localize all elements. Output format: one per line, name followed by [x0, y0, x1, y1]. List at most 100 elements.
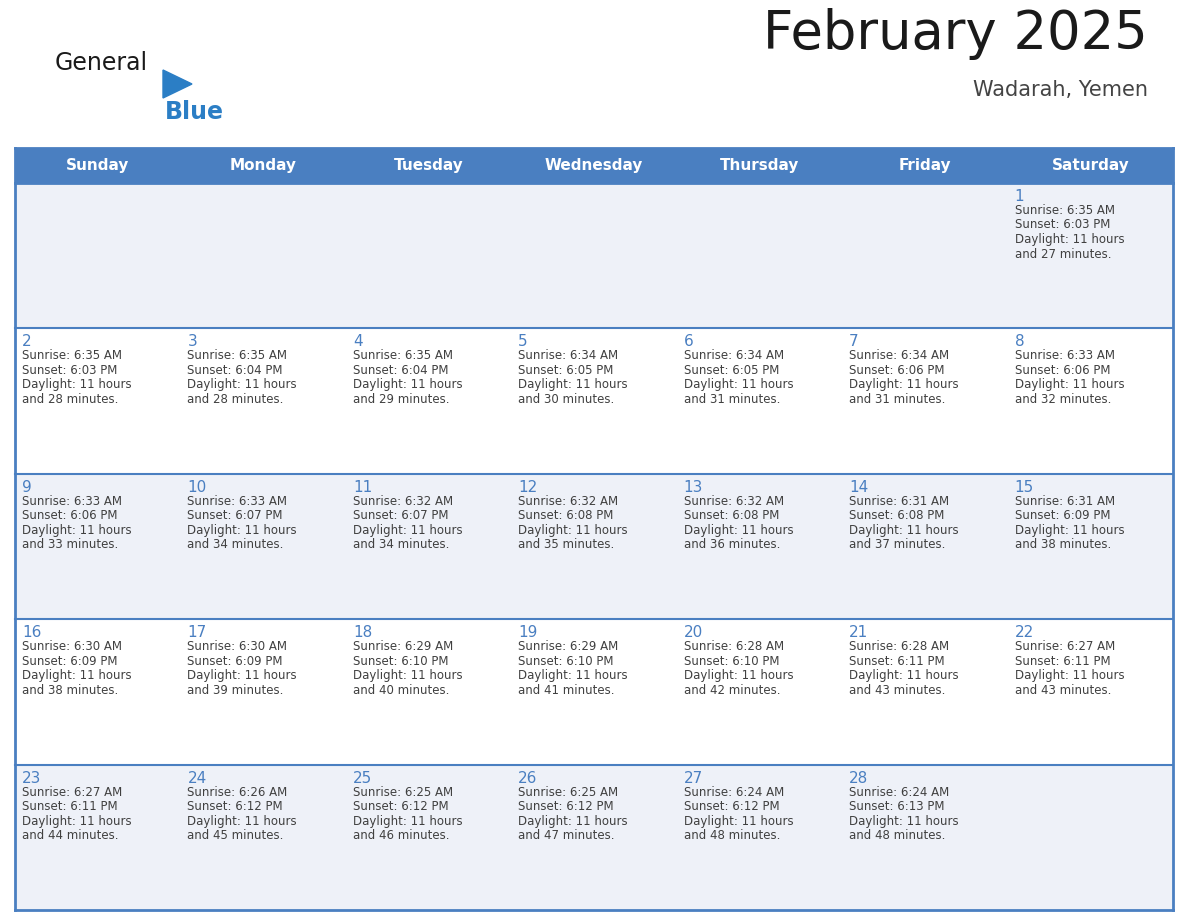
Text: and 34 minutes.: and 34 minutes. — [353, 538, 449, 552]
Text: Daylight: 11 hours: Daylight: 11 hours — [188, 524, 297, 537]
Text: Daylight: 11 hours: Daylight: 11 hours — [518, 524, 628, 537]
Text: Saturday: Saturday — [1051, 158, 1129, 173]
Text: Sunrise: 6:32 AM: Sunrise: 6:32 AM — [518, 495, 619, 508]
Text: 18: 18 — [353, 625, 372, 640]
Text: 6: 6 — [684, 334, 694, 350]
Text: Daylight: 11 hours: Daylight: 11 hours — [353, 378, 462, 391]
Text: Sunset: 6:09 PM: Sunset: 6:09 PM — [188, 655, 283, 667]
Text: Daylight: 11 hours: Daylight: 11 hours — [684, 378, 794, 391]
Bar — [15, 183, 1173, 329]
Text: Daylight: 11 hours: Daylight: 11 hours — [518, 378, 628, 391]
Text: 27: 27 — [684, 770, 703, 786]
Text: 11: 11 — [353, 480, 372, 495]
Text: 23: 23 — [23, 770, 42, 786]
Text: Sunset: 6:07 PM: Sunset: 6:07 PM — [353, 509, 448, 522]
Text: 28: 28 — [849, 770, 868, 786]
Text: 19: 19 — [518, 625, 538, 640]
Text: and 43 minutes.: and 43 minutes. — [1015, 684, 1111, 697]
Text: Monday: Monday — [229, 158, 297, 173]
Text: Daylight: 11 hours: Daylight: 11 hours — [23, 814, 132, 828]
Text: and 46 minutes.: and 46 minutes. — [353, 829, 449, 842]
Bar — [15, 329, 1173, 474]
Text: 25: 25 — [353, 770, 372, 786]
Text: Sunrise: 6:32 AM: Sunrise: 6:32 AM — [353, 495, 453, 508]
Text: Daylight: 11 hours: Daylight: 11 hours — [1015, 669, 1124, 682]
Text: 20: 20 — [684, 625, 703, 640]
Text: Sunset: 6:05 PM: Sunset: 6:05 PM — [518, 364, 614, 377]
Text: 13: 13 — [684, 480, 703, 495]
Text: Sunset: 6:06 PM: Sunset: 6:06 PM — [1015, 364, 1110, 377]
Text: 17: 17 — [188, 625, 207, 640]
Text: Sunset: 6:07 PM: Sunset: 6:07 PM — [188, 509, 283, 522]
Text: and 48 minutes.: and 48 minutes. — [684, 829, 781, 842]
Text: Sunset: 6:03 PM: Sunset: 6:03 PM — [23, 364, 118, 377]
Text: Sunset: 6:12 PM: Sunset: 6:12 PM — [188, 800, 283, 813]
Text: Daylight: 11 hours: Daylight: 11 hours — [353, 669, 462, 682]
Text: Sunrise: 6:35 AM: Sunrise: 6:35 AM — [188, 350, 287, 363]
Text: Sunrise: 6:34 AM: Sunrise: 6:34 AM — [849, 350, 949, 363]
Text: Daylight: 11 hours: Daylight: 11 hours — [23, 524, 132, 537]
Text: Sunrise: 6:32 AM: Sunrise: 6:32 AM — [684, 495, 784, 508]
Text: Sunset: 6:06 PM: Sunset: 6:06 PM — [23, 509, 118, 522]
Text: Sunset: 6:08 PM: Sunset: 6:08 PM — [518, 509, 614, 522]
Text: Sunset: 6:12 PM: Sunset: 6:12 PM — [518, 800, 614, 813]
Text: 4: 4 — [353, 334, 362, 350]
Text: Sunset: 6:09 PM: Sunset: 6:09 PM — [23, 655, 118, 667]
Text: and 36 minutes.: and 36 minutes. — [684, 538, 781, 552]
Text: Daylight: 11 hours: Daylight: 11 hours — [684, 814, 794, 828]
Text: and 31 minutes.: and 31 minutes. — [849, 393, 946, 406]
Text: Sunrise: 6:35 AM: Sunrise: 6:35 AM — [353, 350, 453, 363]
Text: and 44 minutes.: and 44 minutes. — [23, 829, 119, 842]
Text: Sunrise: 6:25 AM: Sunrise: 6:25 AM — [353, 786, 453, 799]
Text: Sunrise: 6:30 AM: Sunrise: 6:30 AM — [188, 640, 287, 654]
Text: Sunset: 6:08 PM: Sunset: 6:08 PM — [849, 509, 944, 522]
Text: and 38 minutes.: and 38 minutes. — [23, 684, 119, 697]
Text: Daylight: 11 hours: Daylight: 11 hours — [684, 669, 794, 682]
Text: Sunrise: 6:33 AM: Sunrise: 6:33 AM — [188, 495, 287, 508]
Text: 3: 3 — [188, 334, 197, 350]
Bar — [15, 474, 1173, 620]
Text: and 42 minutes.: and 42 minutes. — [684, 684, 781, 697]
Text: Sunset: 6:13 PM: Sunset: 6:13 PM — [849, 800, 944, 813]
Text: Sunrise: 6:30 AM: Sunrise: 6:30 AM — [23, 640, 122, 654]
Text: and 28 minutes.: and 28 minutes. — [188, 393, 284, 406]
Text: Sunset: 6:09 PM: Sunset: 6:09 PM — [1015, 509, 1110, 522]
Text: Daylight: 11 hours: Daylight: 11 hours — [684, 524, 794, 537]
Text: Daylight: 11 hours: Daylight: 11 hours — [23, 378, 132, 391]
Text: Daylight: 11 hours: Daylight: 11 hours — [188, 669, 297, 682]
Text: Sunset: 6:12 PM: Sunset: 6:12 PM — [353, 800, 449, 813]
Text: 24: 24 — [188, 770, 207, 786]
Text: and 39 minutes.: and 39 minutes. — [188, 684, 284, 697]
Text: 21: 21 — [849, 625, 868, 640]
Text: 2: 2 — [23, 334, 32, 350]
Text: and 28 minutes.: and 28 minutes. — [23, 393, 119, 406]
Text: Daylight: 11 hours: Daylight: 11 hours — [1015, 233, 1124, 246]
Text: Daylight: 11 hours: Daylight: 11 hours — [1015, 378, 1124, 391]
Text: Daylight: 11 hours: Daylight: 11 hours — [23, 669, 132, 682]
Text: Sunset: 6:10 PM: Sunset: 6:10 PM — [353, 655, 448, 667]
Text: Sunrise: 6:34 AM: Sunrise: 6:34 AM — [518, 350, 619, 363]
Text: Sunset: 6:06 PM: Sunset: 6:06 PM — [849, 364, 944, 377]
Text: and 33 minutes.: and 33 minutes. — [23, 538, 119, 552]
Text: and 30 minutes.: and 30 minutes. — [518, 393, 614, 406]
Text: Sunrise: 6:28 AM: Sunrise: 6:28 AM — [684, 640, 784, 654]
Text: Sunset: 6:05 PM: Sunset: 6:05 PM — [684, 364, 779, 377]
Text: Daylight: 11 hours: Daylight: 11 hours — [849, 669, 959, 682]
Text: Sunrise: 6:29 AM: Sunrise: 6:29 AM — [518, 640, 619, 654]
Text: 14: 14 — [849, 480, 868, 495]
Text: Thursday: Thursday — [720, 158, 800, 173]
Text: and 31 minutes.: and 31 minutes. — [684, 393, 781, 406]
Text: Daylight: 11 hours: Daylight: 11 hours — [353, 814, 462, 828]
Text: and 32 minutes.: and 32 minutes. — [1015, 393, 1111, 406]
Text: 8: 8 — [1015, 334, 1024, 350]
Text: General: General — [55, 51, 148, 75]
Text: Sunrise: 6:25 AM: Sunrise: 6:25 AM — [518, 786, 619, 799]
Text: Sunday: Sunday — [67, 158, 129, 173]
Text: and 34 minutes.: and 34 minutes. — [188, 538, 284, 552]
Text: Sunrise: 6:27 AM: Sunrise: 6:27 AM — [23, 786, 122, 799]
Text: Sunrise: 6:24 AM: Sunrise: 6:24 AM — [684, 786, 784, 799]
Text: Sunrise: 6:29 AM: Sunrise: 6:29 AM — [353, 640, 453, 654]
Text: Blue: Blue — [165, 100, 225, 124]
Text: and 29 minutes.: and 29 minutes. — [353, 393, 449, 406]
Text: Sunset: 6:08 PM: Sunset: 6:08 PM — [684, 509, 779, 522]
